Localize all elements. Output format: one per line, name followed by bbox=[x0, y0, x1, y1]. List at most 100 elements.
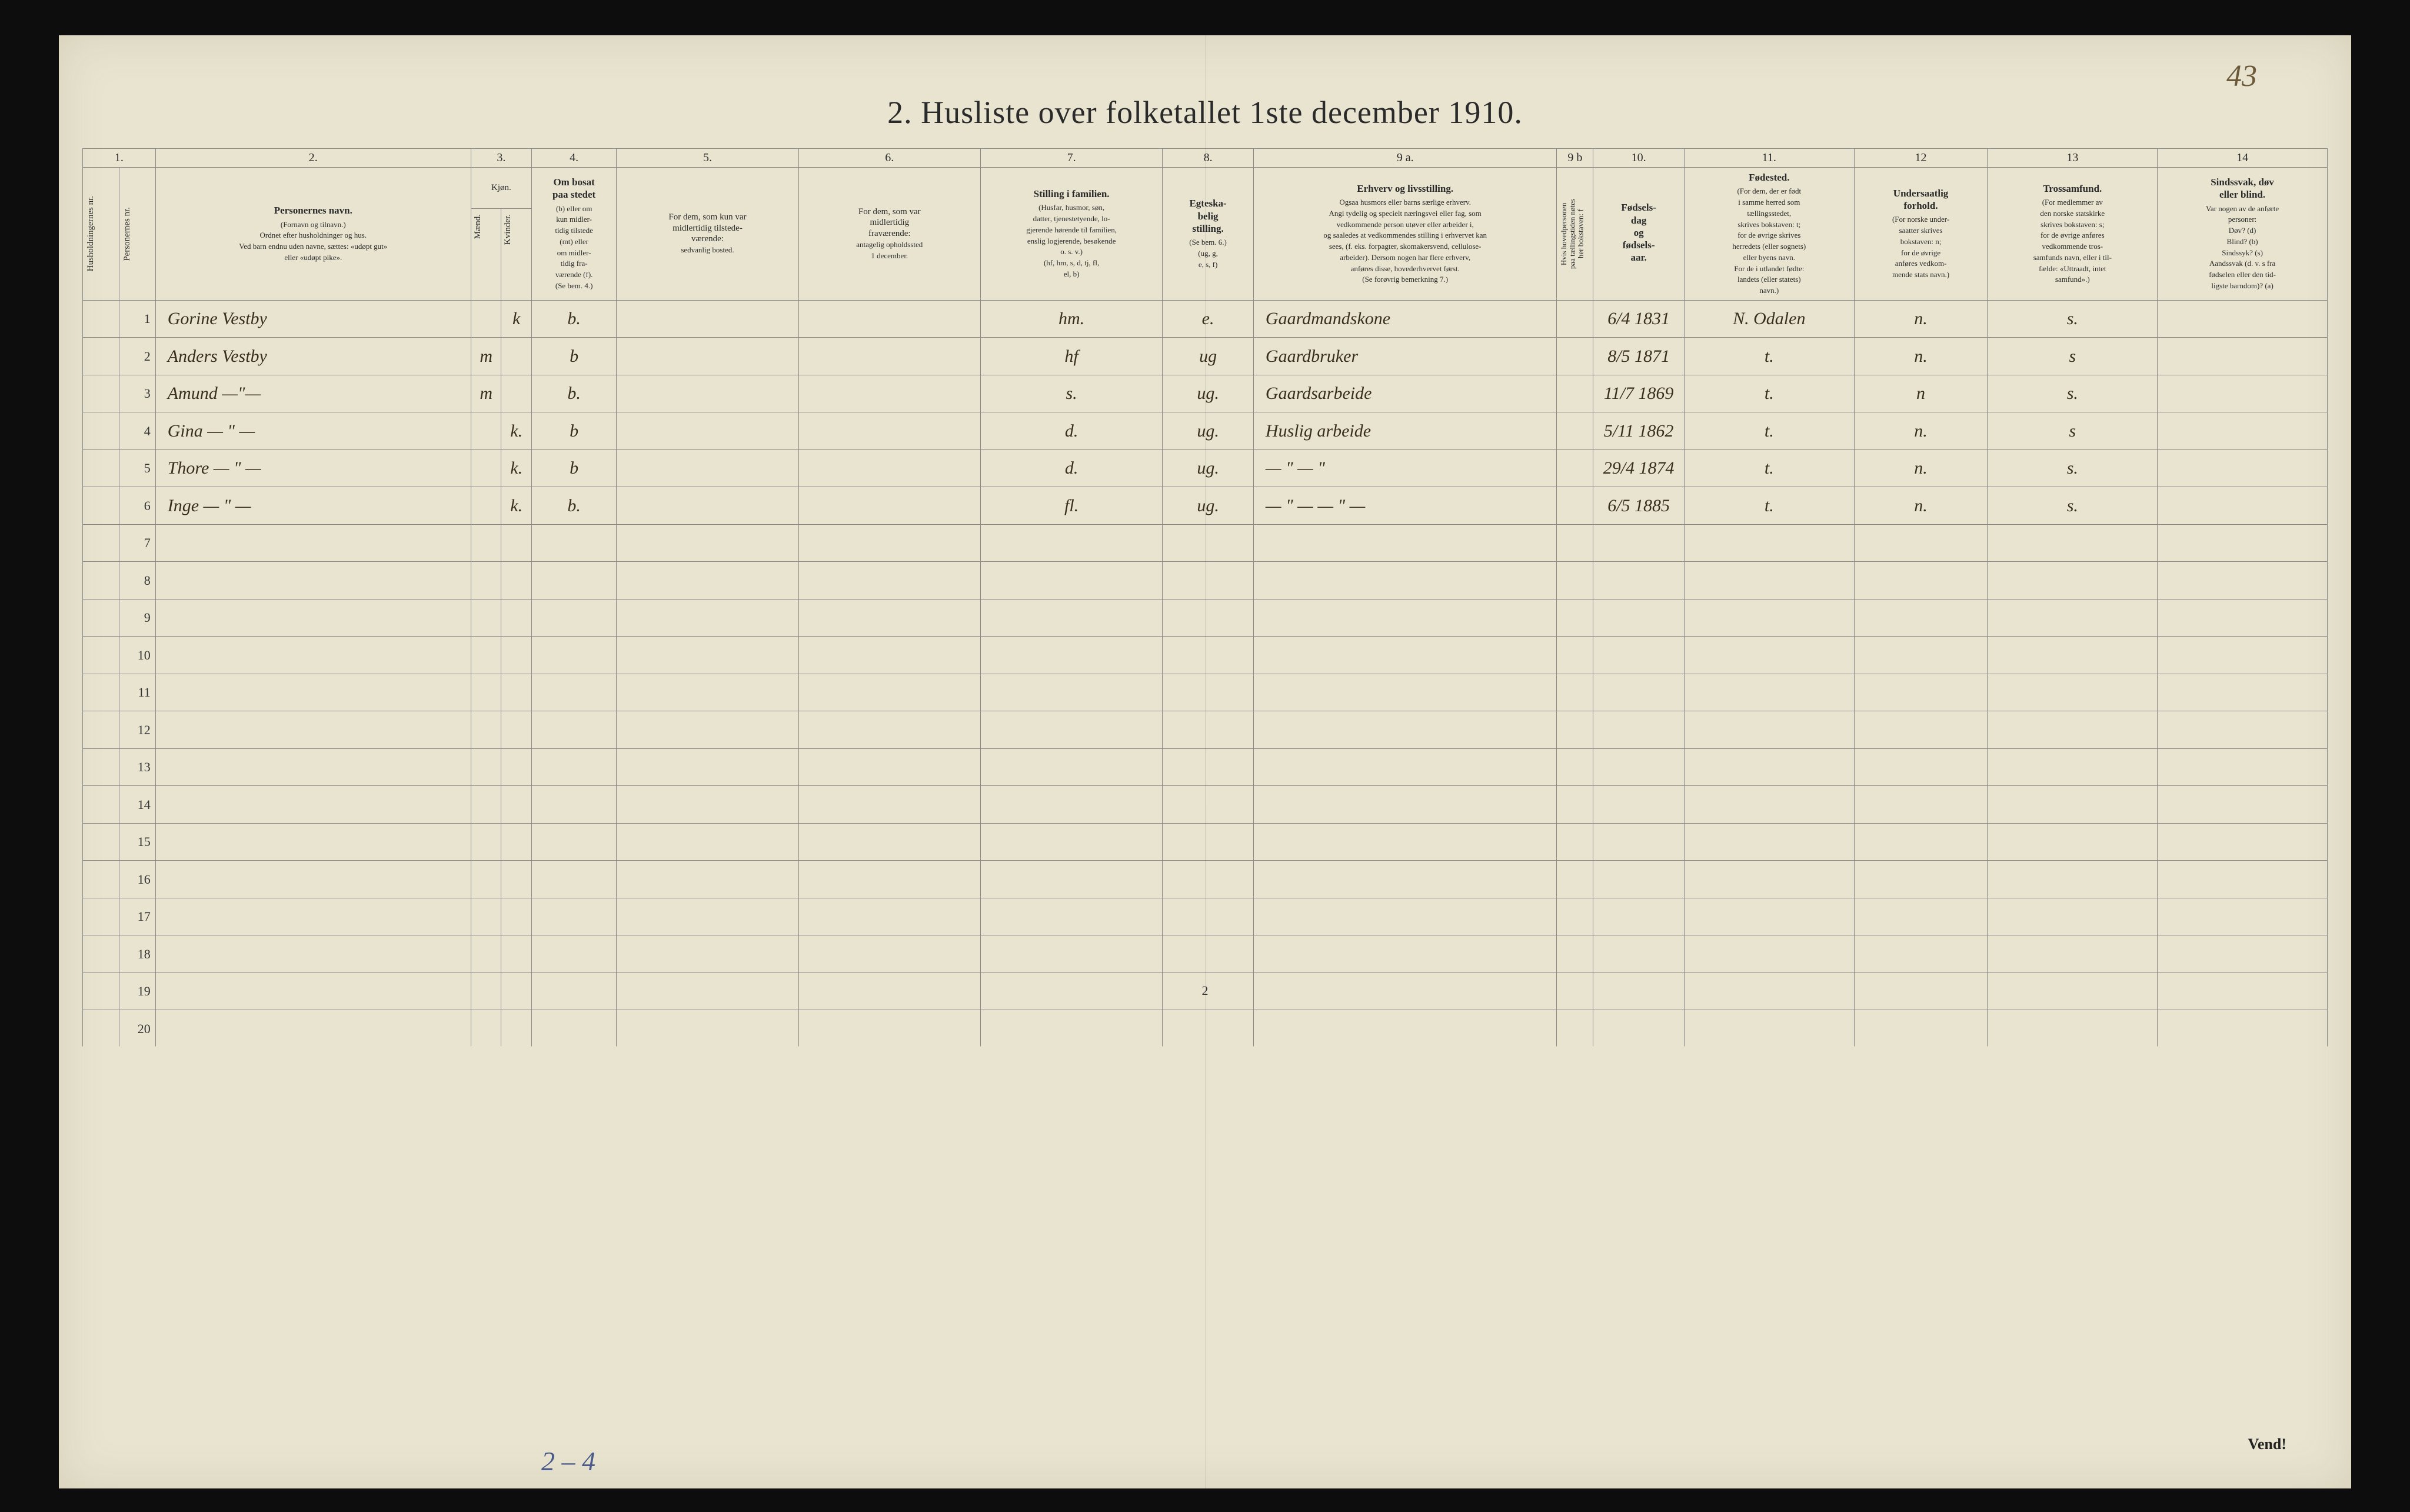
hdr-c1b: Personernes nr. bbox=[122, 204, 133, 265]
cell bbox=[471, 861, 501, 898]
table-row: 5Thore — " —k.bd.ug.— " — "29/4 1874t.n.… bbox=[83, 449, 2328, 487]
cell bbox=[1253, 524, 1557, 562]
cell: d. bbox=[980, 449, 1162, 487]
cell: 5/11 1862 bbox=[1593, 412, 1685, 450]
hdr-c9b: Hvis hovedpersonen paa tællingstiden nøt… bbox=[1559, 195, 1586, 272]
cell: 13 bbox=[119, 748, 155, 786]
cell bbox=[531, 562, 616, 600]
cell bbox=[1684, 823, 1854, 861]
cell bbox=[2158, 412, 2328, 450]
cell bbox=[1593, 674, 1685, 711]
cell bbox=[83, 637, 119, 674]
cell bbox=[798, 338, 980, 375]
cell bbox=[155, 599, 471, 637]
cell: k bbox=[501, 300, 532, 338]
cell bbox=[1854, 599, 1988, 637]
cell bbox=[1253, 674, 1557, 711]
colnum-14: 14 bbox=[2158, 149, 2328, 168]
cell bbox=[1253, 599, 1557, 637]
cell bbox=[155, 823, 471, 861]
cell: ug. bbox=[1163, 487, 1254, 525]
cell bbox=[83, 300, 119, 338]
cell bbox=[1684, 599, 1854, 637]
cell bbox=[531, 599, 616, 637]
cell bbox=[1253, 562, 1557, 600]
cell bbox=[1253, 786, 1557, 824]
cell bbox=[1557, 487, 1593, 525]
cell bbox=[1593, 898, 1685, 935]
vend-label: Vend! bbox=[2248, 1436, 2286, 1453]
cell: t. bbox=[1684, 487, 1854, 525]
cell bbox=[1557, 338, 1593, 375]
cell bbox=[1854, 823, 1988, 861]
hdr-c7: Stilling i familien. (Husfar, husmor, sø… bbox=[980, 168, 1162, 301]
cell bbox=[83, 823, 119, 861]
page-number-handwritten: 43 bbox=[2226, 59, 2257, 94]
cell bbox=[1988, 861, 2158, 898]
document-title: 2. Husliste over folketallet 1ste decemb… bbox=[82, 94, 2328, 131]
cell bbox=[1988, 786, 2158, 824]
cell bbox=[617, 338, 798, 375]
cell bbox=[501, 674, 532, 711]
cell bbox=[617, 861, 798, 898]
cell bbox=[1593, 748, 1685, 786]
cell bbox=[531, 861, 616, 898]
cell bbox=[1988, 898, 2158, 935]
cell bbox=[1988, 674, 2158, 711]
table-row: 8 bbox=[83, 562, 2328, 600]
cell bbox=[1684, 935, 1854, 973]
cell bbox=[798, 711, 980, 749]
cell bbox=[1253, 637, 1557, 674]
hdr-c13-title: Trossamfund. bbox=[1990, 182, 2155, 195]
cell: n bbox=[1854, 375, 1988, 412]
cell bbox=[1988, 562, 2158, 600]
cell bbox=[1593, 786, 1685, 824]
cell: ug. bbox=[1163, 449, 1254, 487]
cell bbox=[1557, 375, 1593, 412]
cell bbox=[471, 412, 501, 450]
cell bbox=[1684, 637, 1854, 674]
cell bbox=[83, 786, 119, 824]
cell bbox=[83, 935, 119, 973]
cell bbox=[2158, 748, 2328, 786]
cell: 2 bbox=[119, 338, 155, 375]
cell bbox=[1988, 524, 2158, 562]
cell bbox=[1163, 524, 1254, 562]
hdr-c12-body: (For norske under- saatter skrives bokst… bbox=[1892, 215, 1949, 279]
cell bbox=[1557, 524, 1593, 562]
cell bbox=[1163, 748, 1254, 786]
cell: Gaardsarbeide bbox=[1253, 375, 1557, 412]
column-number-row: 1. 2. 3. 4. 5. 6. 7. 8. 9 a. 9 b 10. 11.… bbox=[83, 149, 2328, 168]
colnum-9a: 9 a. bbox=[1253, 149, 1557, 168]
cell bbox=[798, 524, 980, 562]
cell bbox=[798, 449, 980, 487]
cell: Huslig arbeide bbox=[1253, 412, 1557, 450]
cell: n. bbox=[1854, 300, 1988, 338]
colnum-1: 1. bbox=[83, 149, 156, 168]
cell: 8 bbox=[119, 562, 155, 600]
hdr-c4-body: (b) eller om kun midler- tidig tilstede … bbox=[555, 204, 593, 290]
cell bbox=[2158, 524, 2328, 562]
cell bbox=[1593, 935, 1685, 973]
cell bbox=[1684, 898, 1854, 935]
table-row: 11 bbox=[83, 674, 2328, 711]
cell bbox=[1854, 786, 1988, 824]
cell bbox=[501, 562, 532, 600]
cell bbox=[1557, 786, 1593, 824]
cell bbox=[617, 711, 798, 749]
cell bbox=[617, 449, 798, 487]
cell: s. bbox=[1988, 487, 2158, 525]
cell: hf bbox=[980, 338, 1162, 375]
cell bbox=[83, 338, 119, 375]
cell: m bbox=[471, 375, 501, 412]
colnum-5: 5. bbox=[617, 149, 798, 168]
hdr-c4-title: Om bosat paa stedet bbox=[534, 176, 614, 201]
cell bbox=[980, 861, 1162, 898]
hdr-c9a-title: Erhverv og livsstilling. bbox=[1256, 182, 1554, 195]
cell bbox=[1163, 935, 1254, 973]
hdr-c7-title: Stilling i familien. bbox=[983, 188, 1160, 200]
cell bbox=[471, 300, 501, 338]
cell bbox=[531, 674, 616, 711]
cell bbox=[1163, 599, 1254, 637]
cell: b. bbox=[531, 375, 616, 412]
